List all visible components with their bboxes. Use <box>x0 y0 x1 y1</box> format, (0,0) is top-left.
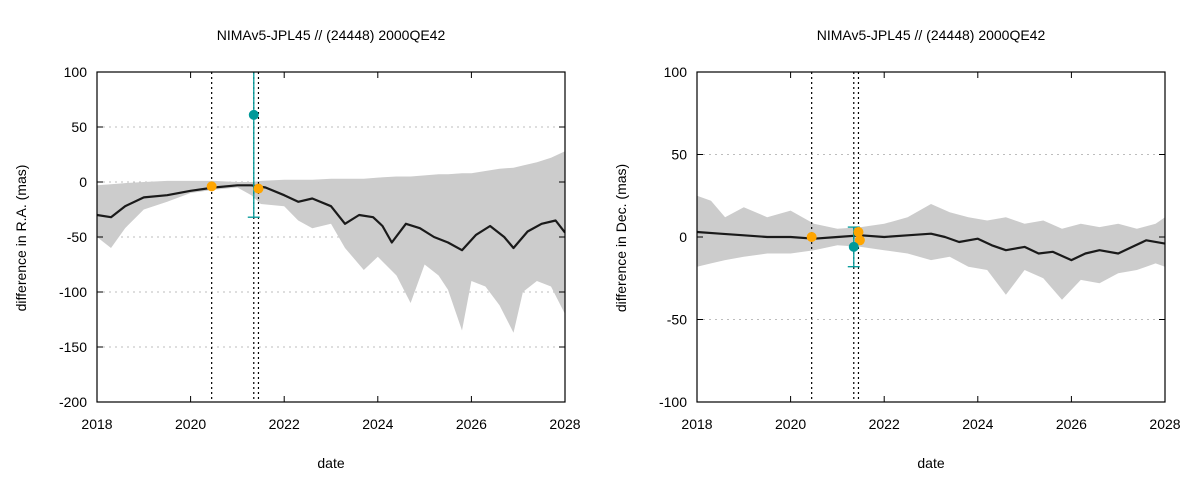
y-tick-label: -50 <box>667 312 687 328</box>
x-tick-label: 2028 <box>549 416 580 432</box>
y-axis-label: difference in Dec. (mas) <box>613 164 629 312</box>
chart-title: NIMAv5-JPL45 // (24448) 2000QE42 <box>217 27 446 43</box>
uncertainty-band <box>697 195 1165 300</box>
x-tick-label: 2028 <box>1149 416 1180 432</box>
y-tick-label: 0 <box>679 229 687 245</box>
y-tick-label: -150 <box>59 339 87 355</box>
x-tick-label: 2020 <box>175 416 206 432</box>
dec-panel: NIMAv5-JPL45 // (24448) 2000QE42 date di… <box>613 27 1181 471</box>
orbit-difference-line <box>697 230 1165 262</box>
observation-point <box>853 227 864 238</box>
x-tick-label: 2022 <box>269 416 300 432</box>
y-tick-label: -100 <box>659 394 687 410</box>
y-tick-label: -50 <box>67 229 87 245</box>
y-axis-label: difference in R.A. (mas) <box>13 165 29 312</box>
chart-title: NIMAv5-JPL45 // (24448) 2000QE42 <box>817 27 1046 43</box>
x-tick-label: 2024 <box>962 416 993 432</box>
x-tick-label: 2026 <box>456 416 487 432</box>
y-tick-label: 100 <box>64 64 88 80</box>
x-tick-label: 2018 <box>81 416 112 432</box>
y-tick-label: 0 <box>79 174 87 190</box>
y-tick-label: 50 <box>671 147 687 163</box>
observation-point <box>806 232 817 242</box>
observation-point <box>206 181 217 192</box>
y-tick-label: 100 <box>664 64 688 80</box>
ra-panel: NIMAv5-JPL45 // (24448) 2000QE42 date di… <box>13 27 581 471</box>
y-tick-label: -100 <box>59 284 87 300</box>
plot-area <box>697 72 1165 402</box>
x-axis-label: date <box>917 455 944 471</box>
x-tick-label: 2022 <box>869 416 900 432</box>
observation-point <box>248 109 259 120</box>
observation-point <box>854 235 865 246</box>
orbit-difference-line <box>97 184 565 252</box>
observation-point <box>253 183 264 194</box>
observation-point <box>848 241 859 252</box>
uncertainty-band <box>97 151 565 333</box>
x-axis-label: date <box>317 455 344 471</box>
y-tick-label: -200 <box>59 394 87 410</box>
plot-area <box>97 72 565 402</box>
x-tick-label: 2024 <box>362 416 393 432</box>
x-tick-label: 2026 <box>1056 416 1087 432</box>
x-tick-label: 2020 <box>775 416 806 432</box>
x-tick-label: 2018 <box>681 416 712 432</box>
y-tick-label: 50 <box>71 119 87 135</box>
